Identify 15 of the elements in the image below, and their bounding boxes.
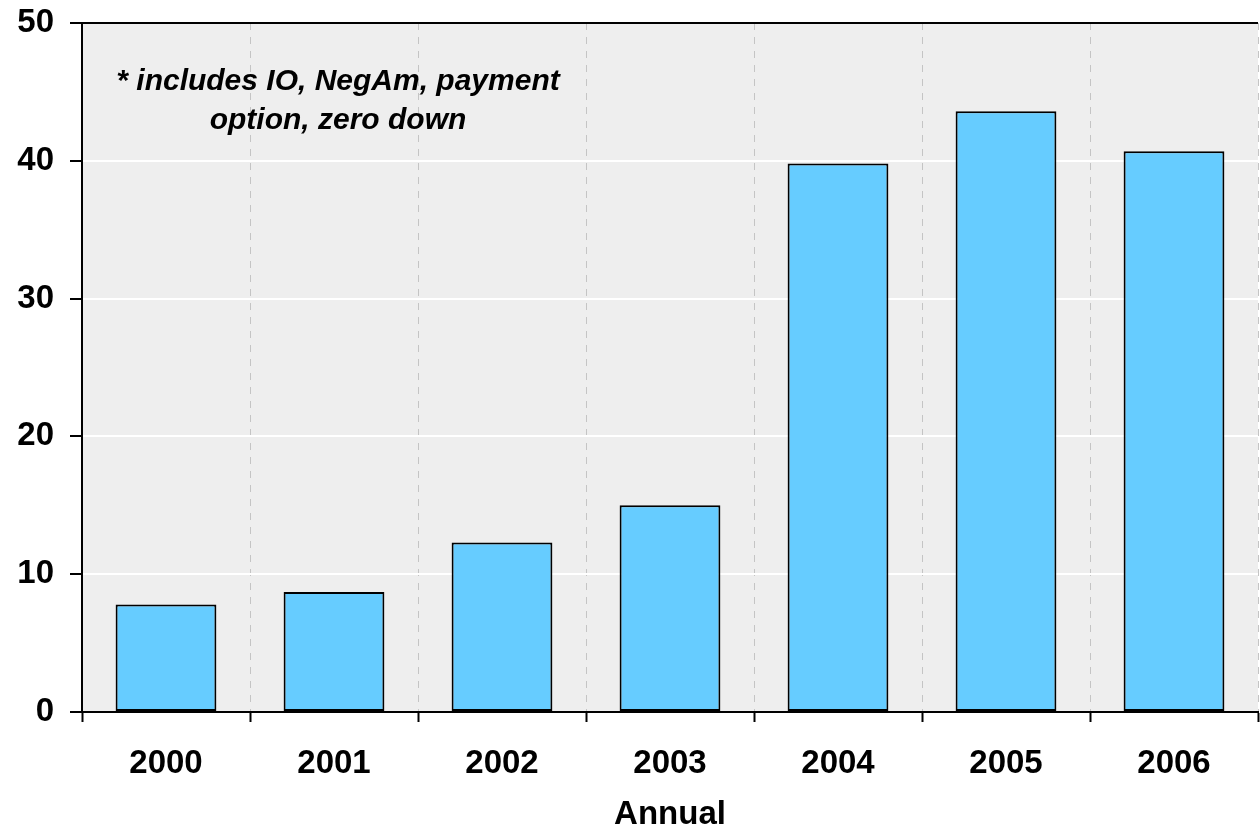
x-axis-title: Annual xyxy=(614,794,726,832)
x-tick-label: 2002 xyxy=(465,742,539,780)
y-tick-label: 10 xyxy=(17,553,54,591)
x-tick-label: 2005 xyxy=(969,742,1043,780)
y-tick-label: 40 xyxy=(17,139,54,177)
x-tick-label: 2006 xyxy=(1137,742,1211,780)
x-tick-label: 2003 xyxy=(633,742,707,780)
y-tick-label: 30 xyxy=(17,277,54,315)
y-tick-label: 20 xyxy=(17,415,54,453)
x-tick-label: 2004 xyxy=(801,742,876,780)
y-tick-label: 50 xyxy=(17,2,54,40)
y-tick-label: 0 xyxy=(35,691,54,729)
annotation: * includes IO, NegAm, payment option, zero down xyxy=(115,62,562,137)
x-tick-label: 2000 xyxy=(129,742,203,780)
x-tick-label: 2001 xyxy=(297,742,371,780)
